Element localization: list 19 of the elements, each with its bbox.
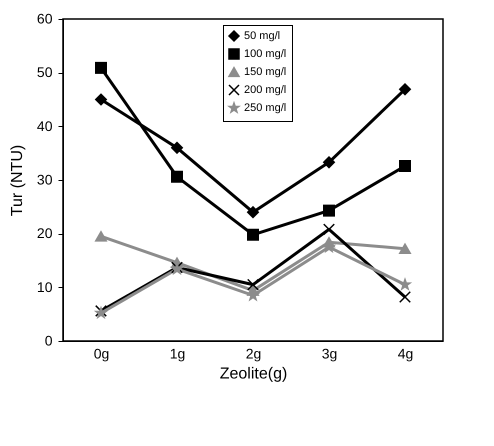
y-tick-label: 20 bbox=[36, 225, 53, 242]
x-tick-label: 2g bbox=[246, 346, 262, 362]
legend-label: 50 mg/l bbox=[244, 30, 280, 42]
x-tick-label: 3g bbox=[322, 346, 338, 362]
x-tick-label: 0g bbox=[94, 346, 110, 362]
legend-label: 100 mg/l bbox=[244, 48, 286, 60]
x-tick-label: 4g bbox=[398, 346, 414, 362]
y-tick-label: 30 bbox=[36, 172, 53, 188]
legend-label: 250 mg/l bbox=[244, 102, 286, 114]
legend-label: 200 mg/l bbox=[244, 84, 286, 96]
x-tick-label: 1g bbox=[170, 346, 186, 362]
y-tick-label: 50 bbox=[36, 64, 53, 80]
y-axis-title: Tur (NTU) bbox=[8, 144, 26, 216]
y-tick-label: 0 bbox=[44, 332, 53, 348]
y-tick-label: 10 bbox=[36, 278, 53, 295]
x-axis-title: Zeolite(g) bbox=[220, 366, 288, 382]
y-tick-label: 60 bbox=[36, 10, 53, 26]
legend-label: 150 mg/l bbox=[244, 66, 286, 78]
y-tick-label: 40 bbox=[36, 118, 53, 134]
